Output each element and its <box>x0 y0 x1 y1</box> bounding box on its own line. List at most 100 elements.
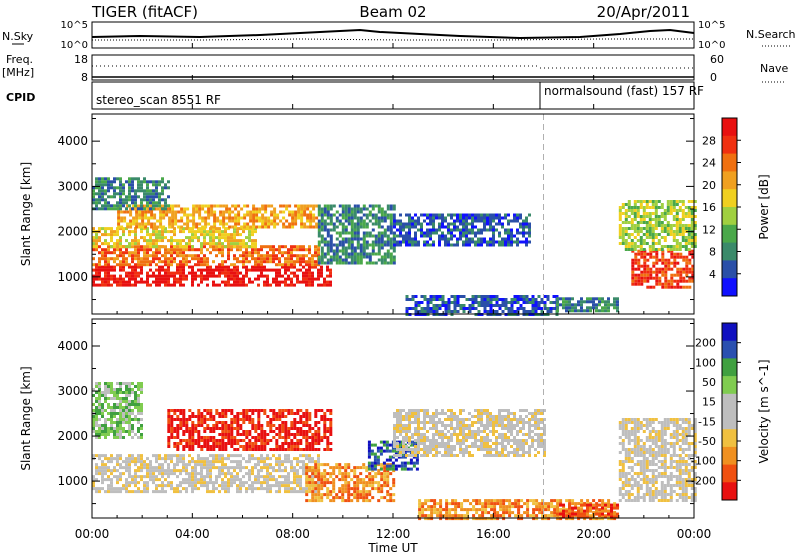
data-cell <box>353 249 357 253</box>
data-cell <box>215 475 218 479</box>
data-cell <box>95 283 98 287</box>
data-cell <box>412 455 416 459</box>
data-cell <box>107 274 110 278</box>
data-cell <box>206 439 210 442</box>
data-cell <box>405 237 408 241</box>
data-cell <box>374 243 378 247</box>
data-cell <box>607 309 610 313</box>
data-cell <box>326 463 330 467</box>
data-cell <box>176 239 179 243</box>
data-cell <box>233 265 236 269</box>
data-cell <box>278 263 281 267</box>
freq-tick-top: 18 <box>74 53 88 66</box>
data-region <box>393 213 531 247</box>
data-cell <box>248 439 252 442</box>
data-cell <box>263 260 266 264</box>
data-cell <box>92 186 95 190</box>
data-cell <box>383 228 387 232</box>
data-cell <box>350 487 354 491</box>
data-cell <box>267 225 271 229</box>
data-cell <box>305 442 309 445</box>
data-cell <box>300 216 304 220</box>
data-cell <box>113 260 116 264</box>
data-cell <box>405 222 408 226</box>
data-cell <box>122 460 125 464</box>
data-cell <box>302 463 305 467</box>
data-cell <box>275 271 278 275</box>
data-cell <box>224 484 227 488</box>
data-cell <box>519 240 522 244</box>
data-cell <box>311 493 315 497</box>
data-cell <box>377 490 381 494</box>
data-cell <box>284 436 288 439</box>
data-cell <box>191 472 194 476</box>
data-cell <box>642 242 646 245</box>
data-cell <box>128 251 131 255</box>
data-cell <box>269 430 273 433</box>
data-cell <box>637 276 641 280</box>
data-cell <box>691 276 695 280</box>
data-cell <box>525 222 528 226</box>
data-cell <box>215 265 218 269</box>
data-cell <box>391 467 395 471</box>
data-cell <box>312 213 316 217</box>
data-cell <box>338 249 342 253</box>
data-cell <box>254 227 257 231</box>
data-cell <box>200 280 203 284</box>
data-cell <box>338 255 342 259</box>
data-cell <box>116 478 119 482</box>
data-cell <box>305 472 309 476</box>
data-cell <box>224 466 227 470</box>
data-cell <box>167 481 170 485</box>
data-cell <box>420 436 423 439</box>
data-cell <box>657 239 661 242</box>
data-cell <box>278 271 281 275</box>
data-cell <box>577 303 580 307</box>
data-cell <box>203 439 207 442</box>
data-cell <box>305 274 308 278</box>
data-cell <box>320 225 324 229</box>
data-cell <box>134 195 137 199</box>
data-cell <box>643 258 647 262</box>
data-cell <box>654 221 658 224</box>
data-cell <box>687 239 691 242</box>
data-cell <box>402 448 405 451</box>
data-cell <box>101 189 104 193</box>
data-cell <box>128 271 131 275</box>
data-cell <box>200 424 204 427</box>
data-cell <box>156 207 160 211</box>
data-cell <box>655 273 659 277</box>
data-cell <box>185 472 188 476</box>
data-cell <box>624 215 628 218</box>
data-cell <box>158 236 161 240</box>
data-cell <box>429 243 432 247</box>
data-cell <box>167 418 171 421</box>
data-cell <box>167 463 170 467</box>
data-cell <box>447 222 450 226</box>
data-cell <box>233 277 236 281</box>
data-cell <box>287 478 290 482</box>
data-cell <box>432 439 435 442</box>
data-cell <box>227 484 230 488</box>
data-cell <box>167 239 170 243</box>
data-cell <box>450 213 453 217</box>
data-cell <box>260 257 263 261</box>
data-cell <box>221 436 225 439</box>
data-cell <box>432 295 436 298</box>
data-cell <box>498 222 501 226</box>
data-cell <box>380 243 384 247</box>
data-cell <box>236 421 240 424</box>
data-cell <box>180 210 184 214</box>
data-cell <box>580 297 583 301</box>
data-cell <box>143 463 146 467</box>
data-cell <box>209 242 212 246</box>
data-cell <box>179 239 182 243</box>
data-cell <box>269 439 273 442</box>
data-cell <box>633 218 637 221</box>
data-cell <box>302 421 306 424</box>
data-cell <box>212 481 215 485</box>
data-cell <box>362 490 366 494</box>
data-cell <box>137 186 140 190</box>
data-cell <box>338 463 342 467</box>
data-cell <box>248 454 251 458</box>
